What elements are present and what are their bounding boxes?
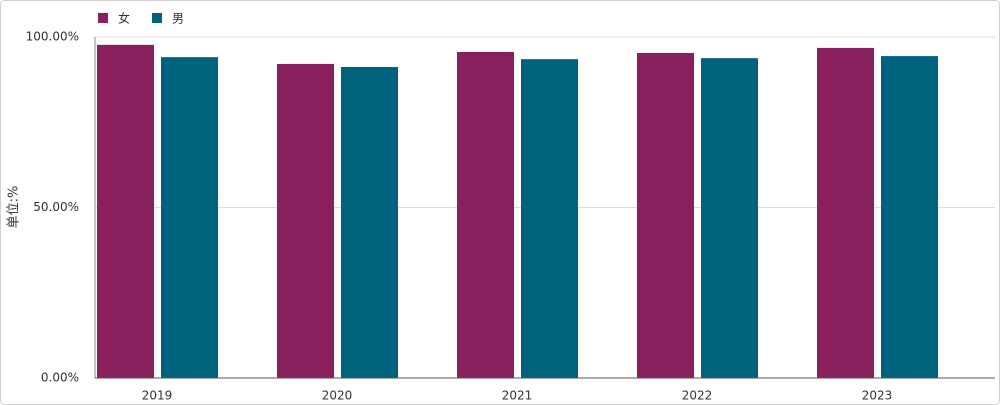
bar[interactable] — [701, 58, 758, 378]
legend-label[interactable]: 女 — [118, 11, 130, 26]
x-tick-label: 2021 — [502, 389, 533, 403]
y-axis-label: 单位:% — [7, 186, 22, 229]
x-tick-label: 2019 — [142, 389, 173, 403]
x-tick-label: 2022 — [682, 389, 713, 403]
bar[interactable] — [637, 53, 694, 378]
bar[interactable] — [521, 59, 578, 378]
legend-swatch[interactable] — [152, 13, 162, 23]
y-tick-label: 50.00% — [33, 200, 79, 214]
x-tick-label: 2023 — [862, 389, 893, 403]
bar[interactable] — [817, 47, 874, 379]
bar[interactable] — [341, 67, 398, 379]
bar[interactable] — [277, 63, 334, 379]
x-tick-label: 2020 — [322, 389, 353, 403]
bar[interactable] — [457, 52, 514, 379]
bar[interactable] — [97, 44, 154, 379]
legend-label[interactable]: 男 — [172, 12, 184, 26]
y-tick-label: 100.00% — [26, 30, 79, 44]
y-tick-label: 0.00% — [41, 371, 79, 385]
legend-swatch[interactable] — [98, 13, 108, 23]
bar[interactable] — [881, 56, 938, 378]
bar[interactable] — [161, 57, 218, 379]
